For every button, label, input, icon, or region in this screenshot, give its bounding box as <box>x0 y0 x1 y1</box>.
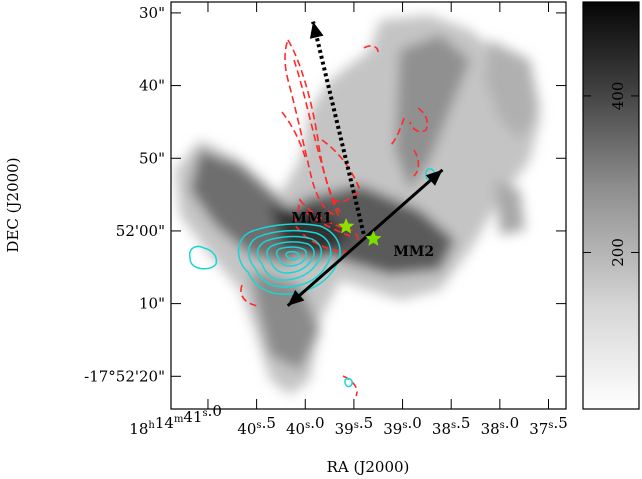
colorbar-tick-label: 400 <box>609 82 627 111</box>
x-tick-label: 40s.5 <box>237 414 276 438</box>
cyan-contours <box>188 168 436 388</box>
arrow-head <box>309 21 324 39</box>
x-ticks: 18h14m41s.0 40s.5 40s.0 39s.5 39s.0 38s.5 38s.… <box>129 2 568 438</box>
y-axis-title: DEC (J2000) <box>4 157 22 252</box>
y-tick-label: 30" <box>139 4 165 22</box>
arrow-head <box>425 169 443 186</box>
x-tick-label: 39s.0 <box>383 414 422 438</box>
x-tick-label: 39s.5 <box>335 414 374 438</box>
solid-outflow-arrow <box>286 168 444 307</box>
grayscale-emission <box>175 15 540 395</box>
dotted-outflow-arrow <box>311 21 366 235</box>
plot-frame <box>170 1 567 410</box>
x-tick-label: 38s.0 <box>481 414 520 438</box>
colorbar-gradient <box>583 2 639 409</box>
outflow-arrows <box>286 21 444 307</box>
y-ticks: 30" 40" 50" 52'00" 10" -17°52'20" <box>84 4 566 385</box>
y-tick-label: -17°52'20" <box>84 367 165 385</box>
y-tick-label: 50" <box>139 149 165 167</box>
source-star-marker <box>365 230 382 246</box>
x-axis-title: RA (J2000) <box>327 458 410 476</box>
colorbar-ticks: 200 400 <box>583 82 639 267</box>
arrow-head <box>287 289 305 306</box>
colorbar-tick-label: 200 <box>609 238 627 267</box>
y-tick-label: 52'00" <box>116 222 165 240</box>
source-label: MM1 <box>291 211 332 227</box>
y-tick-label: 10" <box>139 295 165 313</box>
y-tick-label: 40" <box>139 77 165 95</box>
source-star-marker <box>337 217 355 234</box>
x-tick-label: 38s.5 <box>432 414 471 438</box>
source-label: MM2 <box>393 244 434 260</box>
x-tick-label: 18h14m41s.0 <box>129 402 222 438</box>
x-tick-label: 37s.5 <box>529 414 568 438</box>
x-tick-label: 40s.0 <box>286 414 325 438</box>
colorbar-frame <box>582 1 640 410</box>
source-markers: MM1 MM2 <box>291 211 434 260</box>
